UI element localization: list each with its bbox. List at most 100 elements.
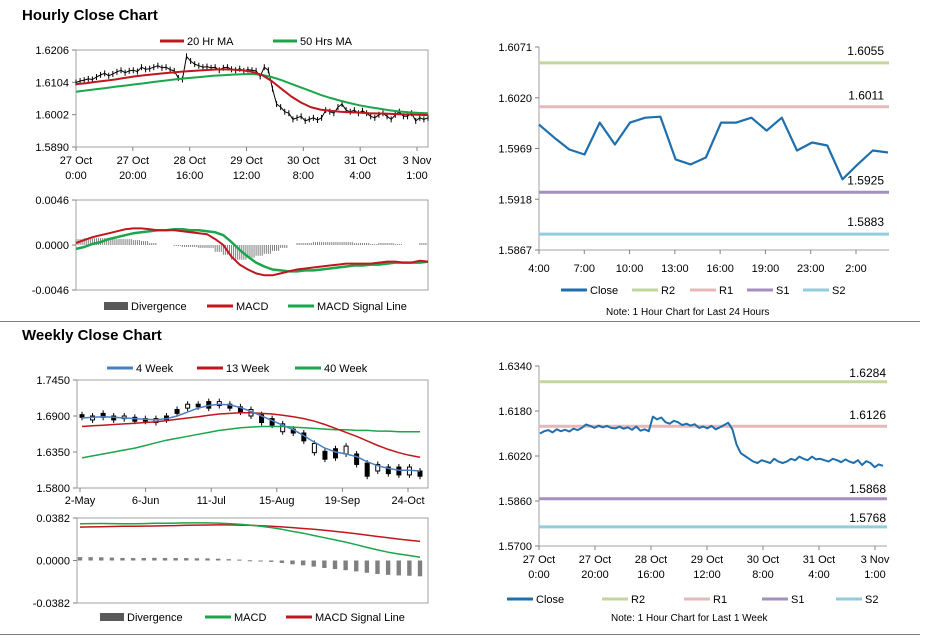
legend-hourly-close-label: Close bbox=[590, 285, 618, 297]
legend-weekly-close-label: Close bbox=[536, 594, 564, 606]
hourly-pivot-xtick-label: 13:00 bbox=[661, 263, 689, 275]
weekly-pivot-xtick-label: 31 Oct bbox=[803, 554, 835, 566]
weekly-price-xtick-label: 6-Jun bbox=[132, 495, 160, 507]
hourly-price-xtick-label: 1:00 bbox=[406, 170, 427, 182]
weekly-pivot-note: Note: 1 Hour Chart for Last 1 Week bbox=[611, 613, 769, 624]
weekly-4wk-line bbox=[81, 403, 421, 472]
hourly-r1-value-label: 1.6011 bbox=[848, 89, 884, 103]
weekly-pivot-xtick-label: 27 Oct bbox=[579, 554, 611, 566]
hourly-pivot-note: Note: 1 Hour Chart for Last 24 Hours bbox=[606, 307, 769, 318]
hourly-20hr-ma-line bbox=[75, 68, 429, 117]
weekly-candle-body bbox=[385, 466, 391, 475]
hourly-price-xtick-label: 16:00 bbox=[176, 170, 204, 182]
weekly-r2-value-label: 1.6284 bbox=[849, 366, 886, 380]
hourly-s1-value-label: 1.5925 bbox=[847, 173, 884, 187]
weekly-divergence-bar bbox=[311, 560, 316, 567]
hourly-price-xtick-label: 8:00 bbox=[293, 170, 314, 182]
hourly-price-ytick-label: 1.6104 bbox=[35, 77, 69, 89]
weekly-price-xtick-label: 15-Aug bbox=[259, 495, 294, 507]
weekly-price-xtick-label: 19-Sep bbox=[325, 495, 360, 507]
hourly-macd-ytick-label: 0.0000 bbox=[35, 240, 69, 252]
weekly-pivot-xtick-label: 30 Oct bbox=[747, 554, 779, 566]
weekly-divergence-bar bbox=[109, 557, 115, 561]
hourly-close-line bbox=[75, 55, 429, 122]
weekly-divergence-bar bbox=[194, 558, 200, 561]
hourly-price-xtick-label: 20:00 bbox=[119, 170, 147, 182]
hourly-price-xtick-label: 27 Oct bbox=[117, 155, 149, 167]
weekly-divergence-bar bbox=[385, 560, 391, 575]
hourly-pivot-xtick-label: 19:00 bbox=[752, 263, 780, 275]
weekly-pivot-ytick-label: 1.5860 bbox=[498, 496, 532, 508]
weekly-40wk-line bbox=[81, 425, 420, 459]
weekly-macd-ytick-label: 0.0000 bbox=[36, 556, 70, 568]
weekly-divergence-bar bbox=[184, 558, 189, 561]
weekly-candle-body bbox=[333, 448, 338, 459]
weekly-divergence-bar bbox=[290, 560, 295, 565]
weekly-divergence-bar bbox=[237, 559, 242, 561]
hourly-price-xtick-label: 3 Nov bbox=[403, 155, 432, 167]
weekly-pivot-xtick-label: 20:00 bbox=[581, 569, 609, 581]
weekly-candle-body bbox=[417, 470, 423, 477]
weekly-price-ytick-label: 1.5800 bbox=[36, 483, 70, 495]
hourly-pivot-xtick-label: 2:00 bbox=[845, 263, 866, 275]
legend-hourly-r2-label: R2 bbox=[661, 285, 675, 297]
legend-hourly-macd-label: MACD bbox=[236, 301, 268, 313]
legend-hourly-divergence-swatch bbox=[104, 302, 128, 310]
hourly-price-frame bbox=[75, 49, 429, 148]
weekly-pivot-xtick-label: 4:00 bbox=[808, 569, 829, 581]
legend-40-week-label: 40 Week bbox=[324, 363, 368, 375]
weekly-divergence-bar bbox=[343, 560, 348, 571]
hourly-pivot-ytick-label: 1.5867 bbox=[498, 245, 532, 257]
legend-hourly-s2-label: S2 bbox=[832, 285, 845, 297]
weekly-13wk-line bbox=[81, 411, 421, 458]
legend-50hr-ma-label: 50 Hrs MA bbox=[300, 36, 353, 48]
weekly-candle-body bbox=[259, 414, 265, 424]
hourly-pivot-xtick-label: 23:00 bbox=[797, 263, 825, 275]
weekly-divergence-bar bbox=[205, 558, 210, 561]
weekly-s2-value-label: 1.5768 bbox=[849, 511, 886, 525]
weekly-candle-body bbox=[174, 408, 180, 414]
hourly-price-xtick-label: 12:00 bbox=[233, 170, 261, 182]
weekly-price-ytick-label: 1.6350 bbox=[36, 447, 70, 459]
hourly-pivot-ytick-label: 1.5969 bbox=[498, 144, 532, 156]
weekly-divergence-bar bbox=[375, 560, 380, 574]
weekly-divergence-bar bbox=[258, 560, 263, 562]
hourly-pivot-xtick-label: 4:00 bbox=[528, 263, 549, 275]
weekly-divergence-bar bbox=[417, 560, 423, 577]
weekly-price-ytick-label: 1.6900 bbox=[36, 411, 70, 423]
weekly-candle-body bbox=[322, 450, 328, 460]
weekly-divergence-bar bbox=[141, 557, 146, 561]
weekly-candle-body bbox=[79, 414, 85, 418]
weekly-candle-body bbox=[311, 442, 317, 454]
weekly-pivot-xtick-label: 29 Oct bbox=[691, 554, 723, 566]
weekly-r1-value-label: 1.6126 bbox=[849, 408, 886, 422]
hourly-pivot-ytick-label: 1.6020 bbox=[498, 93, 532, 105]
weekly-macd-ytick-label: 0.0382 bbox=[36, 513, 70, 525]
legend-hourly-s1-label: S1 bbox=[776, 285, 789, 297]
weekly-divergence-bar bbox=[77, 557, 83, 561]
hourly-section-title: Hourly Close Chart bbox=[22, 7, 158, 24]
weekly-s1-value-label: 1.5868 bbox=[849, 482, 886, 496]
weekly-candle-body bbox=[375, 463, 381, 472]
weekly-pivot-close-line bbox=[539, 415, 884, 469]
hourly-pivot-xtick-label: 7:00 bbox=[574, 263, 595, 275]
legend-13-week-label: 13 Week bbox=[226, 363, 270, 375]
legend-weekly-macd-label: MACD bbox=[234, 612, 266, 624]
hourly-pivot-close-line bbox=[538, 115, 889, 181]
weekly-price-frame bbox=[76, 379, 429, 489]
hourly-price-ytick-label: 1.5890 bbox=[35, 142, 69, 154]
weekly-pivot-xtick-label: 1:00 bbox=[864, 569, 885, 581]
weekly-price-ytick-label: 1.7450 bbox=[36, 375, 70, 387]
hourly-pivot-ytick-label: 1.5918 bbox=[498, 194, 532, 206]
weekly-pivot-ytick-label: 1.5700 bbox=[498, 541, 532, 553]
legend-weekly-divergence-label: Divergence bbox=[127, 612, 183, 624]
hourly-price-xtick-label: 0:00 bbox=[65, 170, 86, 182]
weekly-price-xtick-label: 2-May bbox=[65, 495, 96, 507]
hourly-macd-signal-line bbox=[75, 228, 429, 273]
weekly-price-xtick-label: 24-Oct bbox=[391, 495, 424, 507]
legend-hourly-divergence-label: Divergence bbox=[131, 301, 187, 313]
hourly-price-xtick-label: 31 Oct bbox=[344, 155, 376, 167]
weekly-divergence-bar bbox=[300, 560, 306, 566]
weekly-pivot-xtick-label: 8:00 bbox=[752, 569, 773, 581]
